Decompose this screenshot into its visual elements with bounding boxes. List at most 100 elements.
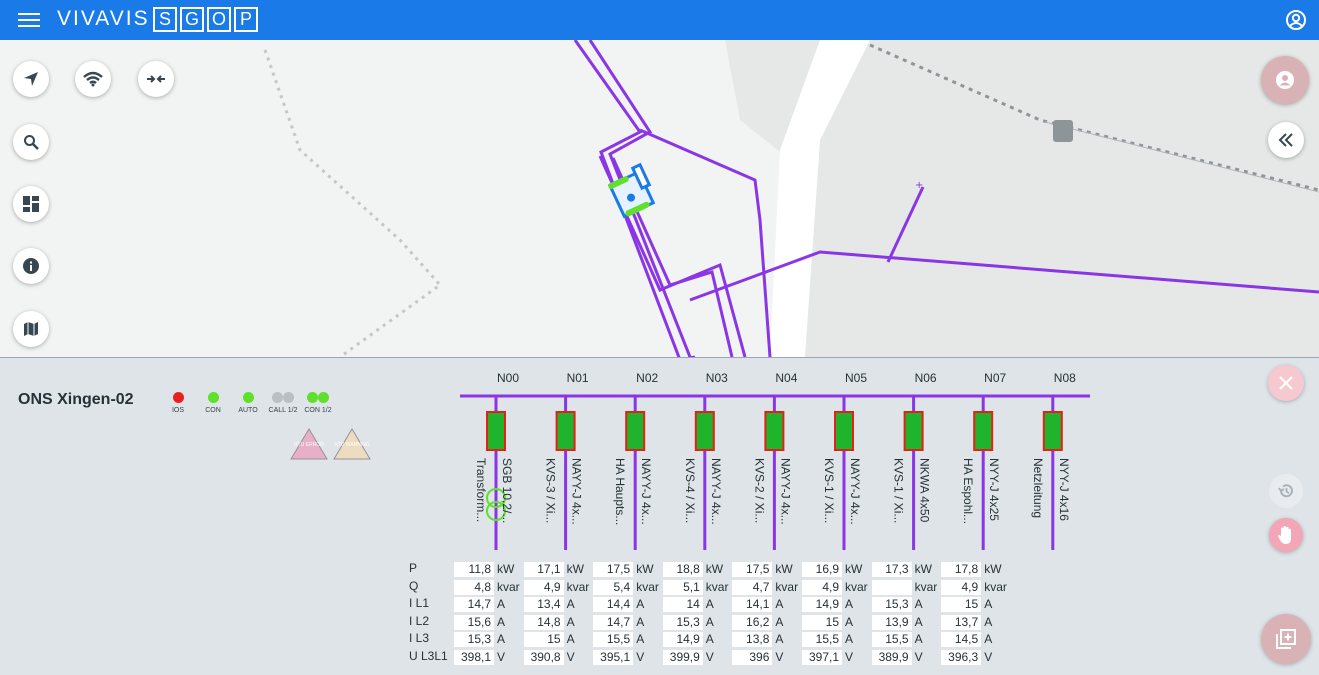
logo-letter: O bbox=[207, 7, 231, 32]
breaker-closed[interactable] bbox=[1042, 411, 1063, 451]
feeder-cable-type: NAYY-J 4x... bbox=[639, 458, 654, 525]
measurement-unit: kvar bbox=[705, 580, 729, 594]
indicator-label: AUTO bbox=[238, 407, 258, 414]
measurement-unit: kW bbox=[636, 562, 654, 576]
measurement-unit: A bbox=[636, 632, 645, 646]
feeder-id[interactable]: N02 bbox=[636, 371, 659, 385]
measurement-unit: V bbox=[705, 650, 714, 664]
feeder-id[interactable]: N03 bbox=[705, 371, 728, 385]
manual-control-button[interactable] bbox=[1269, 518, 1303, 552]
feeder-diagram bbox=[460, 394, 1090, 550]
measurement-unit: V bbox=[914, 650, 923, 664]
measurement-value: 5,4 bbox=[593, 580, 634, 595]
feeder-id[interactable]: N04 bbox=[775, 371, 798, 385]
status-lamp bbox=[242, 392, 254, 403]
feeder-id[interactable]: N07 bbox=[984, 371, 1007, 385]
compress-button[interactable] bbox=[138, 61, 174, 97]
measurement-value: 13,9 bbox=[871, 615, 912, 630]
feeder-id[interactable]: N06 bbox=[914, 371, 937, 385]
feeder-id[interactable]: N00 bbox=[496, 371, 519, 385]
measurement-unit: A bbox=[914, 615, 923, 629]
measurement-unit: kW bbox=[566, 562, 584, 576]
feeder-description: Netzleitung bbox=[1030, 458, 1045, 519]
status-indicator: IOS bbox=[158, 392, 198, 414]
indicator-lamps bbox=[193, 392, 233, 403]
map-layers-button[interactable] bbox=[13, 311, 49, 347]
status-indicator: CALL 1/2 bbox=[263, 392, 303, 414]
status-lamp bbox=[283, 392, 294, 403]
measurement-unit: A bbox=[497, 632, 506, 646]
measurement-unit: A bbox=[566, 597, 575, 611]
connection-button[interactable] bbox=[75, 61, 111, 97]
measurement-value: 17,5 bbox=[732, 562, 773, 577]
measurement-unit: V bbox=[636, 650, 645, 664]
dashboard-icon bbox=[23, 196, 39, 212]
measurement-unit: A bbox=[636, 615, 645, 629]
feeder-id[interactable]: N05 bbox=[844, 371, 867, 385]
measurement-unit: A bbox=[497, 597, 506, 611]
info-button[interactable] bbox=[13, 248, 49, 284]
close-button[interactable] bbox=[1268, 365, 1304, 401]
feeder-description: KVS-1 / Xi... bbox=[822, 458, 836, 524]
add-window-button[interactable] bbox=[1261, 614, 1311, 664]
breaker-closed[interactable] bbox=[903, 411, 924, 451]
account-icon[interactable] bbox=[1285, 9, 1307, 31]
measurement-unit: kvar bbox=[566, 580, 590, 594]
breaker-closed[interactable] bbox=[764, 411, 785, 451]
feeder-cable-type: NAYY-J 4x... bbox=[778, 458, 793, 525]
status-indicator: CON bbox=[193, 392, 233, 414]
locate-button[interactable] bbox=[13, 61, 49, 97]
station-title: ONS Xingen-02 bbox=[18, 391, 134, 408]
feeder-description: KVS-2 / Xi... bbox=[752, 458, 767, 524]
measurement-value: 14,5 bbox=[941, 632, 982, 647]
transformer-symbol bbox=[486, 501, 506, 521]
breaker-closed[interactable] bbox=[834, 411, 854, 451]
measurement-unit: A bbox=[566, 632, 575, 646]
breaker-closed[interactable] bbox=[486, 411, 506, 451]
breaker-closed[interactable] bbox=[973, 411, 994, 451]
status-indicator: CON 1/2 bbox=[298, 392, 338, 414]
measurement-value: 13,7 bbox=[941, 615, 982, 630]
dashboard-button[interactable] bbox=[13, 186, 49, 222]
feeder-cable-type: NYY-J 4x16 bbox=[1056, 458, 1071, 521]
measurement-value: 15,3 bbox=[662, 615, 703, 630]
brand-logo-text: VIVAVIS bbox=[57, 7, 150, 30]
measurement-unit: A bbox=[705, 597, 714, 611]
close-icon bbox=[1279, 376, 1293, 390]
measurement-value: 14,7 bbox=[593, 615, 634, 630]
history-button[interactable] bbox=[1269, 474, 1303, 508]
feeder-description: HA Haupts... bbox=[613, 458, 628, 526]
measurement-unit: A bbox=[775, 597, 784, 611]
feeder-id[interactable]: N08 bbox=[1053, 371, 1076, 385]
measurement-value: 11,8 bbox=[454, 562, 494, 577]
breaker-closed[interactable] bbox=[625, 411, 646, 451]
breaker-closed[interactable] bbox=[555, 411, 576, 451]
map-view[interactable]: + bbox=[0, 40, 1319, 357]
feeder-id[interactable]: N01 bbox=[566, 371, 589, 385]
collapse-panel-button[interactable] bbox=[1268, 122, 1304, 158]
measurement-value: 14 bbox=[662, 597, 703, 612]
measurement-unit: V bbox=[845, 650, 854, 664]
measurement-unit: kW bbox=[845, 562, 863, 576]
measurement-value: 390,8 bbox=[523, 650, 564, 665]
measurement-unit: kW bbox=[984, 562, 1002, 576]
menu-icon[interactable] bbox=[18, 10, 40, 30]
status-lamp bbox=[207, 392, 219, 403]
measurement-unit: V bbox=[984, 650, 993, 664]
measurement-row-label: U L3L1 bbox=[409, 649, 448, 663]
search-button[interactable] bbox=[13, 124, 49, 160]
breaker-closed[interactable] bbox=[694, 411, 715, 451]
measurement-unit: A bbox=[845, 597, 854, 611]
measurement-value: 13,4 bbox=[523, 597, 564, 612]
feeder-cable-type: NAYY-J 4x... bbox=[708, 458, 723, 525]
search-icon bbox=[24, 135, 39, 150]
measurement-value: 14,9 bbox=[662, 632, 703, 647]
measurement-value: 14,9 bbox=[802, 597, 842, 612]
measurement-value: 398,1 bbox=[454, 650, 494, 665]
profile-button[interactable] bbox=[1261, 56, 1309, 104]
feeder-cable-type: NAYY-J 4x... bbox=[848, 458, 862, 525]
warning-label: RTU ERROR bbox=[294, 442, 324, 448]
measurement-row-label: I L3 bbox=[409, 631, 430, 645]
measurement-value: 4,9 bbox=[941, 580, 982, 595]
